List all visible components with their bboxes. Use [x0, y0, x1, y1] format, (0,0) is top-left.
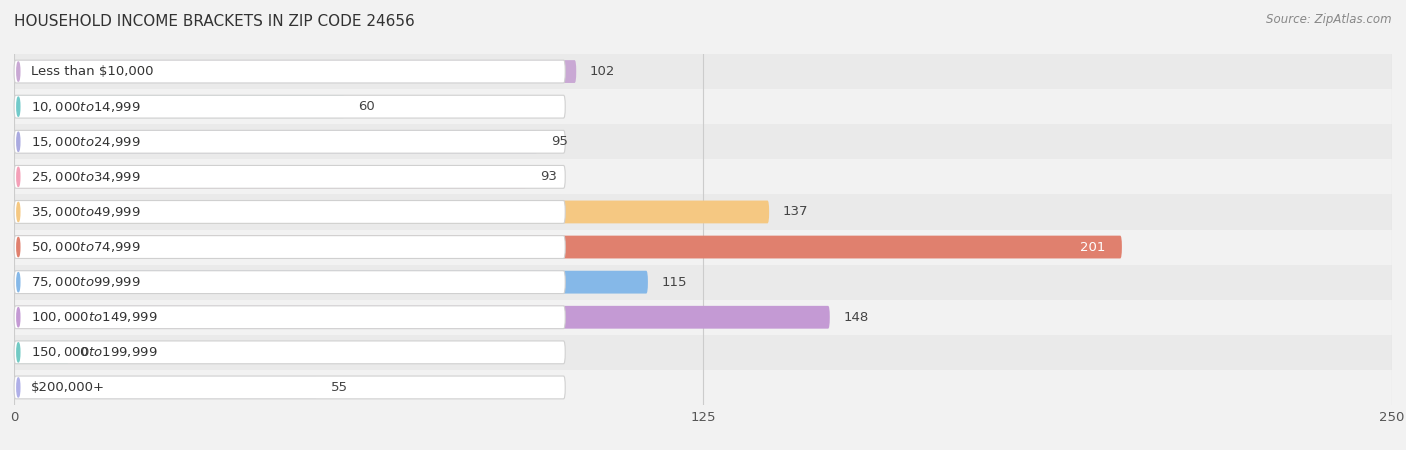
Bar: [14, 265, 1392, 300]
FancyBboxPatch shape: [14, 60, 576, 83]
Text: $10,000 to $14,999: $10,000 to $14,999: [31, 99, 141, 114]
FancyBboxPatch shape: [14, 376, 565, 399]
Circle shape: [17, 167, 20, 186]
Text: $50,000 to $74,999: $50,000 to $74,999: [31, 240, 141, 254]
FancyBboxPatch shape: [14, 130, 565, 153]
Text: Source: ZipAtlas.com: Source: ZipAtlas.com: [1267, 14, 1392, 27]
Circle shape: [17, 273, 20, 292]
Bar: [14, 230, 1392, 265]
Circle shape: [17, 132, 20, 151]
Circle shape: [17, 308, 20, 327]
FancyBboxPatch shape: [14, 130, 537, 153]
Text: Less than $10,000: Less than $10,000: [31, 65, 153, 78]
FancyBboxPatch shape: [14, 166, 565, 188]
Text: 93: 93: [540, 171, 557, 183]
Circle shape: [17, 202, 20, 221]
FancyBboxPatch shape: [14, 306, 565, 328]
Bar: [14, 300, 1392, 335]
Bar: [14, 54, 1392, 89]
Text: 137: 137: [783, 206, 808, 218]
Text: 0: 0: [80, 346, 89, 359]
Bar: [14, 124, 1392, 159]
Text: $150,000 to $199,999: $150,000 to $199,999: [31, 345, 157, 360]
FancyBboxPatch shape: [14, 376, 318, 399]
FancyBboxPatch shape: [14, 166, 527, 188]
FancyBboxPatch shape: [14, 271, 565, 293]
FancyBboxPatch shape: [14, 341, 565, 364]
FancyBboxPatch shape: [14, 201, 565, 223]
Text: 201: 201: [1080, 241, 1105, 253]
FancyBboxPatch shape: [14, 236, 565, 258]
Text: 115: 115: [662, 276, 688, 288]
Circle shape: [17, 62, 20, 81]
FancyBboxPatch shape: [14, 95, 344, 118]
Text: $15,000 to $24,999: $15,000 to $24,999: [31, 135, 141, 149]
Text: $75,000 to $99,999: $75,000 to $99,999: [31, 275, 141, 289]
Text: $200,000+: $200,000+: [31, 381, 105, 394]
Bar: [14, 370, 1392, 405]
FancyBboxPatch shape: [14, 60, 565, 83]
Bar: [14, 335, 1392, 370]
Circle shape: [17, 343, 20, 362]
FancyBboxPatch shape: [14, 236, 1122, 258]
Bar: [14, 89, 1392, 124]
Bar: [14, 194, 1392, 230]
Circle shape: [17, 378, 20, 397]
FancyBboxPatch shape: [14, 95, 565, 118]
Text: 55: 55: [330, 381, 347, 394]
FancyBboxPatch shape: [14, 306, 830, 328]
Bar: [14, 159, 1392, 194]
Text: $25,000 to $34,999: $25,000 to $34,999: [31, 170, 141, 184]
Text: 60: 60: [359, 100, 375, 113]
FancyBboxPatch shape: [14, 341, 69, 364]
Text: 95: 95: [551, 135, 568, 148]
Text: 102: 102: [591, 65, 616, 78]
Circle shape: [17, 238, 20, 256]
Text: $100,000 to $149,999: $100,000 to $149,999: [31, 310, 157, 324]
Text: 148: 148: [844, 311, 869, 324]
FancyBboxPatch shape: [14, 271, 648, 293]
Circle shape: [17, 97, 20, 116]
Text: $35,000 to $49,999: $35,000 to $49,999: [31, 205, 141, 219]
Text: HOUSEHOLD INCOME BRACKETS IN ZIP CODE 24656: HOUSEHOLD INCOME BRACKETS IN ZIP CODE 24…: [14, 14, 415, 28]
FancyBboxPatch shape: [14, 201, 769, 223]
